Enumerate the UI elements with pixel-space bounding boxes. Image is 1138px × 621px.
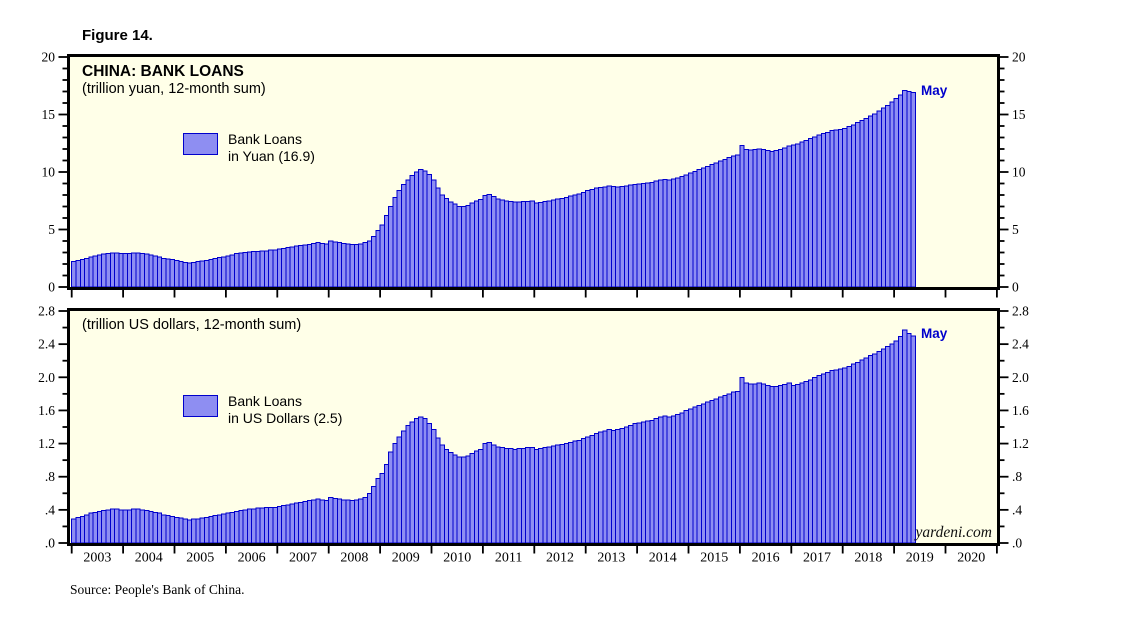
svg-text:2014: 2014 bbox=[649, 551, 677, 566]
legend-line2: in US Dollars (2.5) bbox=[228, 409, 343, 426]
svg-text:1.6: 1.6 bbox=[38, 403, 55, 418]
svg-text:0: 0 bbox=[48, 280, 55, 295]
svg-text:2019: 2019 bbox=[906, 551, 934, 566]
svg-text:0: 0 bbox=[1012, 280, 1019, 295]
svg-text:2009: 2009 bbox=[392, 551, 420, 566]
chart-title: CHINA: BANK LOANS bbox=[82, 63, 244, 80]
svg-text:5: 5 bbox=[48, 222, 55, 237]
svg-text:5: 5 bbox=[1012, 222, 1019, 237]
svg-text:2016: 2016 bbox=[752, 551, 780, 566]
svg-text:2.8: 2.8 bbox=[1012, 304, 1029, 319]
latest-month-annotation-yuan: May bbox=[921, 83, 948, 98]
svg-text:20: 20 bbox=[42, 50, 56, 65]
legend-swatch-icon bbox=[183, 133, 218, 155]
legend-label-yuan: Bank Loans in Yuan (16.9) bbox=[228, 131, 315, 164]
svg-text:2013: 2013 bbox=[597, 551, 625, 566]
chart-subtitle-yuan: (trillion yuan, 12-month sum) bbox=[82, 81, 266, 97]
svg-text:.8: .8 bbox=[45, 469, 55, 484]
svg-text:2.8: 2.8 bbox=[38, 304, 55, 319]
svg-text:.4: .4 bbox=[1012, 502, 1022, 517]
legend-line2: in Yuan (16.9) bbox=[228, 147, 315, 164]
panel-yuan: CHINA: BANK LOANS (trillion yuan, 12-mon… bbox=[67, 54, 1000, 290]
svg-text:2004: 2004 bbox=[135, 551, 163, 566]
svg-text:2003: 2003 bbox=[83, 551, 111, 566]
svg-text:2005: 2005 bbox=[186, 551, 214, 566]
svg-text:2.4: 2.4 bbox=[1012, 337, 1029, 352]
svg-text:2008: 2008 bbox=[340, 551, 368, 566]
bars-yuan bbox=[71, 89, 917, 287]
svg-text:2006: 2006 bbox=[238, 551, 266, 566]
svg-text:2.0: 2.0 bbox=[1012, 370, 1029, 385]
svg-text:15: 15 bbox=[1012, 107, 1026, 122]
svg-text:2018: 2018 bbox=[854, 551, 882, 566]
svg-text:1.6: 1.6 bbox=[1012, 403, 1029, 418]
svg-text:.0: .0 bbox=[1012, 536, 1022, 551]
svg-text:1.2: 1.2 bbox=[1012, 436, 1029, 451]
bars-usd bbox=[71, 329, 917, 543]
svg-text:10: 10 bbox=[42, 165, 56, 180]
source-note: Source: People's Bank of China. bbox=[70, 582, 245, 597]
svg-text:2.0: 2.0 bbox=[38, 370, 55, 385]
svg-text:2017: 2017 bbox=[803, 551, 831, 566]
svg-text:15: 15 bbox=[42, 107, 56, 122]
svg-text:10: 10 bbox=[1012, 165, 1026, 180]
svg-text:2012: 2012 bbox=[546, 551, 574, 566]
panel-usd: (trillion US dollars, 12-month sum) Bank… bbox=[67, 308, 1000, 546]
legend-swatch-icon bbox=[183, 395, 218, 417]
svg-text:.4: .4 bbox=[45, 502, 55, 517]
svg-text:2015: 2015 bbox=[700, 551, 728, 566]
svg-text:.0: .0 bbox=[45, 536, 55, 551]
latest-month-annotation-usd: May bbox=[921, 326, 948, 341]
svg-text:2010: 2010 bbox=[443, 551, 471, 566]
legend-line1: Bank Loans bbox=[228, 131, 302, 147]
figure-label: Figure 14. bbox=[82, 27, 153, 44]
svg-text:.8: .8 bbox=[1012, 469, 1022, 484]
legend-line1: Bank Loans bbox=[228, 393, 302, 409]
yardeni-watermark: yardeni.com bbox=[915, 524, 992, 541]
chart-subtitle-usd: (trillion US dollars, 12-month sum) bbox=[82, 317, 302, 333]
svg-text:2011: 2011 bbox=[495, 551, 522, 566]
svg-text:2020: 2020 bbox=[957, 551, 985, 566]
legend-label-usd: Bank Loans in US Dollars (2.5) bbox=[228, 393, 342, 426]
svg-text:2007: 2007 bbox=[289, 551, 317, 566]
svg-text:1.2: 1.2 bbox=[38, 436, 55, 451]
svg-text:20: 20 bbox=[1012, 50, 1026, 65]
svg-text:2.4: 2.4 bbox=[38, 337, 55, 352]
